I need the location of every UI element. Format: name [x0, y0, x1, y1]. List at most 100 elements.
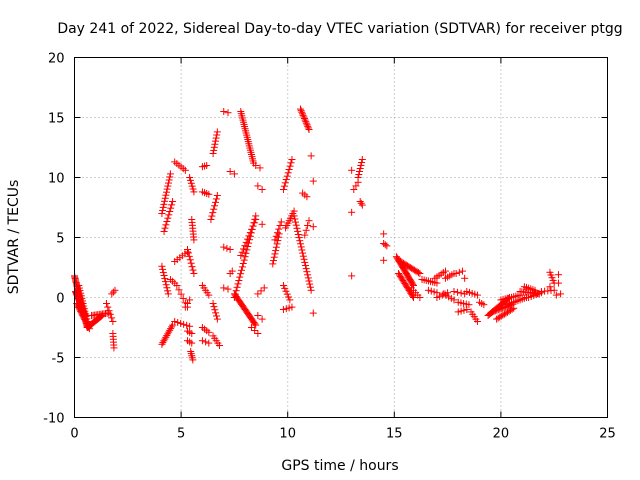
- data-point: [254, 182, 262, 190]
- data-point: [273, 229, 281, 237]
- data-point: [299, 111, 307, 119]
- data-point: [380, 256, 388, 264]
- data-point: [230, 170, 238, 178]
- data-point: [356, 198, 364, 205]
- data-point: [83, 318, 91, 325]
- data-point: [297, 107, 305, 115]
- data-point: [424, 286, 432, 294]
- data-point: [212, 312, 220, 320]
- data-point: [293, 224, 301, 232]
- data-point: [188, 182, 196, 190]
- data-point: [159, 265, 167, 273]
- data-point: [181, 166, 189, 174]
- data-point: [159, 268, 167, 276]
- data-point: [169, 321, 177, 329]
- data-point: [189, 356, 197, 364]
- data-point: [237, 252, 245, 259]
- data-point: [184, 249, 192, 257]
- data-point: [357, 162, 365, 169]
- data-point: [235, 277, 243, 284]
- data-point: [244, 235, 252, 243]
- data-point: [282, 305, 290, 313]
- data-point: [306, 280, 314, 288]
- data-point: [269, 257, 277, 265]
- data-point: [292, 218, 300, 226]
- data-point: [409, 280, 417, 288]
- data-point: [205, 190, 213, 198]
- data-point: [510, 304, 518, 312]
- data-point: [459, 267, 467, 275]
- data-point: [454, 288, 462, 296]
- data-point: [409, 294, 417, 301]
- data-point: [251, 320, 259, 328]
- data-point: [233, 283, 241, 291]
- data-point: [260, 284, 268, 292]
- data-point: [213, 192, 221, 199]
- data-point: [164, 214, 172, 222]
- data-point: [450, 288, 458, 295]
- data-point: [493, 306, 501, 314]
- data-point: [215, 342, 223, 349]
- data-point: [160, 272, 168, 279]
- data-point: [415, 269, 423, 277]
- data-point: [557, 290, 565, 298]
- data-point: [294, 231, 302, 238]
- data-point: [168, 201, 176, 209]
- data-point: [296, 105, 304, 113]
- data-point: [309, 309, 317, 317]
- data-point: [109, 318, 117, 325]
- data-point: [164, 182, 172, 190]
- data-point: [300, 115, 308, 123]
- data-point: [207, 216, 215, 223]
- data-point: [162, 191, 170, 199]
- data-point: [508, 305, 516, 313]
- data-point: [430, 288, 438, 296]
- data-point: [228, 267, 236, 275]
- data-point: [298, 110, 306, 118]
- data-point: [356, 165, 364, 172]
- data-point: [303, 193, 311, 201]
- data-point: [106, 310, 114, 318]
- data-points: [71, 105, 565, 364]
- data-point: [242, 249, 250, 257]
- data-point: [188, 263, 196, 271]
- data-point: [258, 315, 266, 323]
- data-point: [305, 217, 313, 225]
- data-point: [251, 327, 259, 334]
- data-point: [291, 215, 299, 223]
- data-point: [243, 246, 251, 254]
- data-point: [461, 274, 469, 282]
- data-point: [286, 162, 294, 170]
- data-point: [210, 303, 218, 311]
- data-point: [350, 186, 358, 193]
- data-point: [298, 108, 306, 116]
- data-point: [304, 274, 312, 282]
- x-axis-label: GPS time / hours: [281, 458, 398, 474]
- data-point: [490, 307, 498, 315]
- data-point: [238, 263, 246, 271]
- data-point: [188, 330, 196, 337]
- data-point: [186, 176, 194, 184]
- data-point: [238, 248, 246, 256]
- data-point: [276, 222, 284, 229]
- x-tick-label: 25: [599, 427, 616, 442]
- data-point: [160, 228, 168, 235]
- data-point: [279, 186, 287, 193]
- data-point: [177, 290, 185, 298]
- data-point: [305, 126, 313, 133]
- y-tick-label: 0: [56, 292, 64, 307]
- data-point: [240, 245, 248, 253]
- data-point: [284, 169, 292, 177]
- data-point: [301, 262, 309, 269]
- data-point: [223, 244, 231, 252]
- data-point: [159, 203, 167, 211]
- data-point: [224, 285, 232, 293]
- data-point: [355, 171, 363, 178]
- data-point: [224, 109, 232, 117]
- data-point: [357, 199, 365, 207]
- data-point: [210, 205, 218, 213]
- data-point: [241, 253, 249, 261]
- y-tick-label: 5: [56, 232, 64, 247]
- data-point: [309, 177, 317, 185]
- data-point: [409, 292, 417, 300]
